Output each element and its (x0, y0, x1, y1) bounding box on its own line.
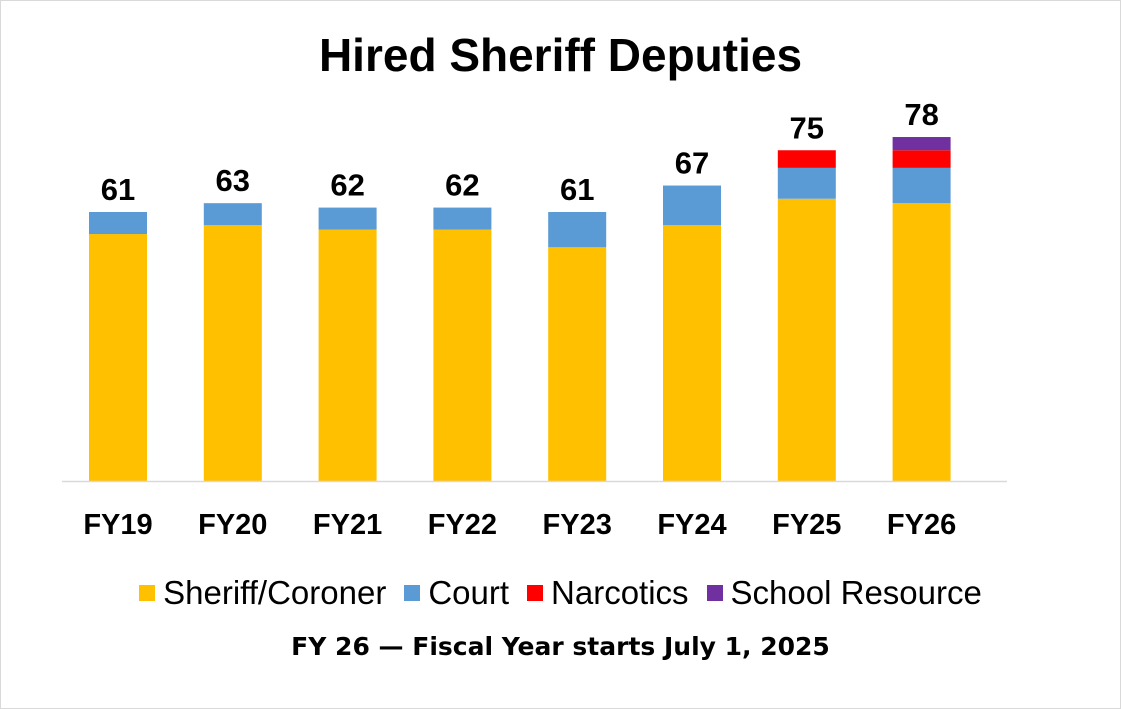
x-tick-label: FY20 (198, 509, 267, 541)
bar-sheriff-coroner-fy23 (548, 247, 607, 481)
total-label-fy26: 78 (904, 97, 938, 132)
legend-swatch (139, 585, 156, 601)
x-tick-label: FY22 (428, 509, 497, 541)
x-tick-label: FY19 (83, 509, 152, 541)
total-label-fy21: 62 (330, 168, 364, 203)
bar-sheriff-coroner-fy20 (203, 225, 262, 481)
legend-item: Court (404, 574, 509, 612)
bar-court-fy20 (203, 203, 262, 226)
bar-sheriff-coroner-fy21 (318, 229, 377, 481)
bar-court-fy23 (548, 211, 607, 248)
bar-sheriff-coroner-fy24 (663, 225, 721, 481)
legend-label: Court (428, 574, 510, 611)
bar-court-fy25 (777, 167, 836, 199)
legend-label: Sheriff/Coroner (163, 574, 387, 611)
x-tick-label: FY21 (313, 509, 382, 541)
bar-narcotics-fy26 (892, 150, 951, 168)
bar-sheriff-coroner-fy22 (433, 229, 492, 481)
bar-sheriff-coroner-fy25 (777, 198, 836, 481)
x-tick-label: FY24 (657, 509, 726, 541)
legend-item: Sheriff/Coroner (139, 574, 386, 612)
legend-item: School Resource (706, 574, 982, 612)
legend-label: School Resource (730, 574, 982, 611)
bar-court-fy19 (89, 211, 147, 235)
total-label-fy23: 61 (560, 172, 594, 207)
bar-court-fy26 (892, 167, 951, 204)
bar-sheriff-coroner-fy26 (892, 203, 951, 482)
legend-label: Narcotics (551, 574, 689, 611)
total-label-fy24: 67 (675, 146, 709, 181)
legend-swatch (404, 585, 421, 601)
chart-legend: Sheriff/Coroner Court Narcotics School Reso… (0, 574, 1121, 612)
bar-sheriff-coroner-fy19 (89, 234, 147, 481)
x-tick-label: FY23 (543, 509, 612, 541)
legend-item: Narcotics (527, 574, 689, 612)
bar-school-resource-fy26 (892, 137, 951, 151)
total-label-fy22: 62 (445, 168, 479, 203)
bar-court-fy21 (318, 207, 377, 230)
x-tick-label: FY26 (887, 509, 956, 541)
chart-footnote: FY 26 — Fiscal Year starts July 1, 2025 (291, 632, 830, 661)
legend-swatch (706, 585, 723, 601)
x-tick-label: FY25 (772, 509, 841, 541)
total-label-fy20: 63 (216, 163, 250, 198)
bar-court-fy24 (663, 185, 721, 226)
total-label-fy25: 75 (790, 110, 824, 145)
bar-narcotics-fy25 (777, 150, 836, 168)
legend-swatch (527, 585, 544, 601)
chart-title: Hired Sheriff Deputies (318, 29, 803, 81)
total-label-fy19: 61 (101, 172, 135, 207)
bar-court-fy22 (433, 207, 492, 230)
